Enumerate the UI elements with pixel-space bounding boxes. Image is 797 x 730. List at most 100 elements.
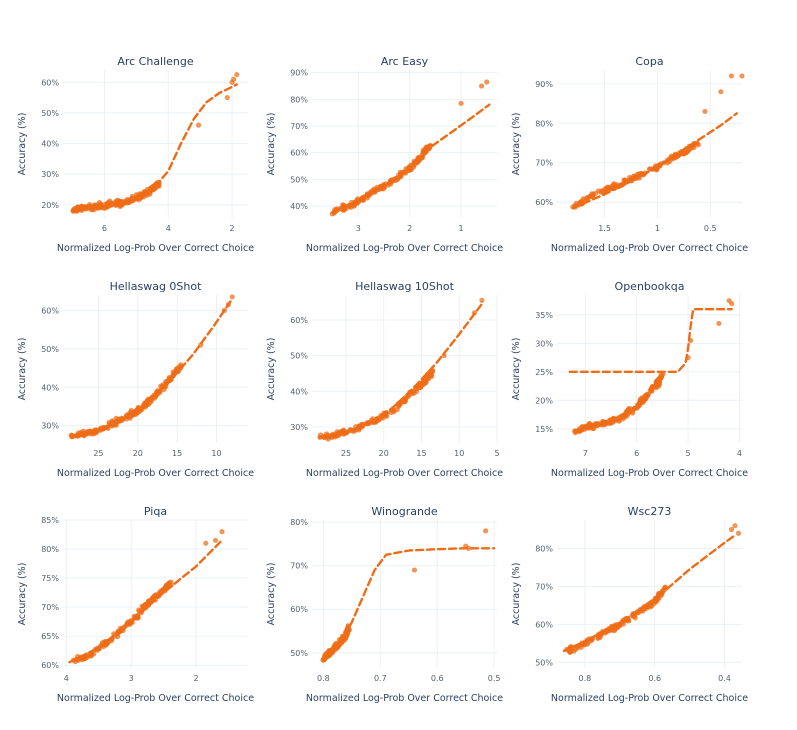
scatter-point bbox=[729, 300, 735, 307]
y-tick-label: 35% bbox=[535, 311, 553, 320]
y-tick-label: 40% bbox=[290, 202, 308, 211]
y-tick-label: 60% bbox=[535, 198, 553, 207]
subplot-title: Piqa bbox=[144, 505, 167, 518]
scatter-point bbox=[728, 73, 735, 79]
x-tick-label: 0.5 bbox=[704, 224, 717, 233]
scatter-point bbox=[599, 188, 605, 194]
scatter-point bbox=[224, 94, 230, 101]
y-tick-label: 15% bbox=[535, 425, 553, 434]
scatter-point bbox=[479, 297, 485, 303]
trend-line bbox=[71, 83, 238, 212]
trend-line bbox=[68, 539, 224, 664]
y-tick-label: 90% bbox=[290, 69, 308, 78]
scatter-point bbox=[203, 540, 209, 546]
x-tick-label: 0.8 bbox=[317, 674, 330, 683]
y-tick-label: 40% bbox=[41, 140, 59, 149]
subplot-0: 6 4 2 20% 30% 40% 50% 60% Arc Challenge Normalize… bbox=[17, 55, 254, 254]
y-tick-label: 30% bbox=[41, 422, 59, 431]
trend-line bbox=[69, 297, 234, 438]
scatter-point bbox=[478, 83, 485, 89]
x-tick-label: 10 bbox=[454, 449, 464, 458]
scatter-point bbox=[624, 408, 630, 415]
y-tick-label: 50% bbox=[535, 658, 553, 667]
x-tick-label: 15 bbox=[172, 449, 182, 458]
y-tick-label: 25% bbox=[535, 368, 553, 377]
subplot-title: Hellaswag 0Shot bbox=[110, 280, 203, 293]
x-axis-label: Normalized Log-Prob Over Correct Choice bbox=[551, 693, 748, 704]
scatter-point bbox=[613, 416, 619, 422]
y-tick-label: 50% bbox=[41, 345, 59, 354]
y-tick-label: 30% bbox=[41, 170, 59, 179]
x-tick-label: 6 bbox=[634, 449, 639, 458]
scatter-point bbox=[212, 537, 219, 543]
y-tick-label: 70% bbox=[535, 159, 553, 168]
trend-line bbox=[318, 302, 484, 439]
y-tick-label: 60% bbox=[290, 605, 308, 614]
x-tick-label: 7 bbox=[583, 449, 588, 458]
y-tick-label: 30% bbox=[290, 423, 308, 432]
x-axis-label: Normalized Log-Prob Over Correct Choice bbox=[57, 243, 254, 254]
x-tick-label: 25 bbox=[341, 449, 351, 458]
scatter-point bbox=[728, 526, 735, 533]
x-tick-label: 15 bbox=[416, 449, 426, 458]
y-tick-label: 80% bbox=[290, 518, 308, 527]
scatter-point bbox=[219, 529, 225, 535]
y-axis-label: Accuracy (%) bbox=[17, 113, 28, 176]
scatter-point bbox=[79, 203, 85, 209]
x-tick-label: 1 bbox=[655, 224, 660, 233]
subplot-7: 0.8 0.7 0.6 0.5 50% 60% 70% 80% Winogrande Normal… bbox=[266, 505, 503, 704]
scatter-point bbox=[644, 391, 650, 398]
y-tick-label: 80% bbox=[290, 95, 308, 104]
scatter-point bbox=[621, 177, 627, 183]
x-tick-label: 5 bbox=[685, 449, 690, 458]
y-tick-label: 40% bbox=[290, 387, 308, 396]
x-tick-label: 0.8 bbox=[579, 674, 592, 683]
scatter-point bbox=[620, 621, 626, 627]
scatter-point bbox=[401, 399, 408, 405]
subplot-2: 1.5 1 0.5 60% 70% 80% 90% Copa Normalized Log-Pr… bbox=[511, 55, 748, 254]
x-tick-label: 2 bbox=[407, 224, 412, 233]
y-tick-label: 90% bbox=[535, 80, 553, 89]
y-axis-label: Accuracy (%) bbox=[511, 113, 522, 176]
trend-line bbox=[322, 547, 496, 661]
subplot-title: Arc Challenge bbox=[117, 55, 194, 68]
scatter-point bbox=[637, 399, 643, 405]
subplot-title: Winogrande bbox=[371, 505, 438, 518]
x-tick-label: 1 bbox=[458, 224, 463, 233]
scatter-point bbox=[716, 320, 722, 327]
y-tick-label: 60% bbox=[41, 661, 59, 670]
scatter-point bbox=[229, 294, 235, 300]
x-tick-label: 2 bbox=[230, 224, 235, 233]
trend-line bbox=[331, 103, 491, 214]
y-tick-label: 20% bbox=[535, 396, 553, 405]
y-tick-label: 70% bbox=[535, 582, 553, 591]
y-tick-label: 80% bbox=[535, 119, 553, 128]
scatter-point bbox=[325, 436, 331, 442]
subplot-title: Openbookqa bbox=[615, 280, 685, 293]
y-tick-label: 60% bbox=[41, 78, 59, 87]
scatter-point bbox=[465, 545, 472, 551]
x-tick-label: 6 bbox=[102, 224, 107, 233]
y-tick-label: 70% bbox=[290, 562, 308, 571]
x-axis-label: Normalized Log-Prob Over Correct Choice bbox=[551, 243, 748, 254]
y-tick-label: 85% bbox=[41, 516, 59, 525]
scatter-point bbox=[686, 145, 692, 152]
scatter-point bbox=[458, 100, 464, 106]
x-tick-label: 10 bbox=[211, 449, 221, 458]
trend-line bbox=[568, 308, 733, 373]
x-tick-label: 4 bbox=[737, 449, 742, 458]
scatter-point bbox=[323, 431, 330, 437]
y-tick-label: 80% bbox=[41, 545, 59, 554]
y-tick-label: 70% bbox=[41, 603, 59, 612]
x-tick-label: 0.4 bbox=[718, 674, 731, 683]
scatter-point bbox=[572, 428, 578, 434]
y-tick-label: 80% bbox=[535, 544, 553, 553]
subplot-title: Copa bbox=[635, 55, 663, 68]
x-tick-label: 0.6 bbox=[648, 674, 661, 683]
y-axis-label: Accuracy (%) bbox=[17, 338, 28, 401]
scatter-point bbox=[635, 403, 641, 410]
x-axis-label: Normalized Log-Prob Over Correct Choice bbox=[306, 468, 503, 479]
scatter-point bbox=[640, 608, 646, 614]
x-tick-label: 4 bbox=[64, 674, 69, 683]
subplot-1: 3 2 1 40% 50% 60% 70% 80% 90% Arc Easy Normalized … bbox=[266, 55, 503, 254]
